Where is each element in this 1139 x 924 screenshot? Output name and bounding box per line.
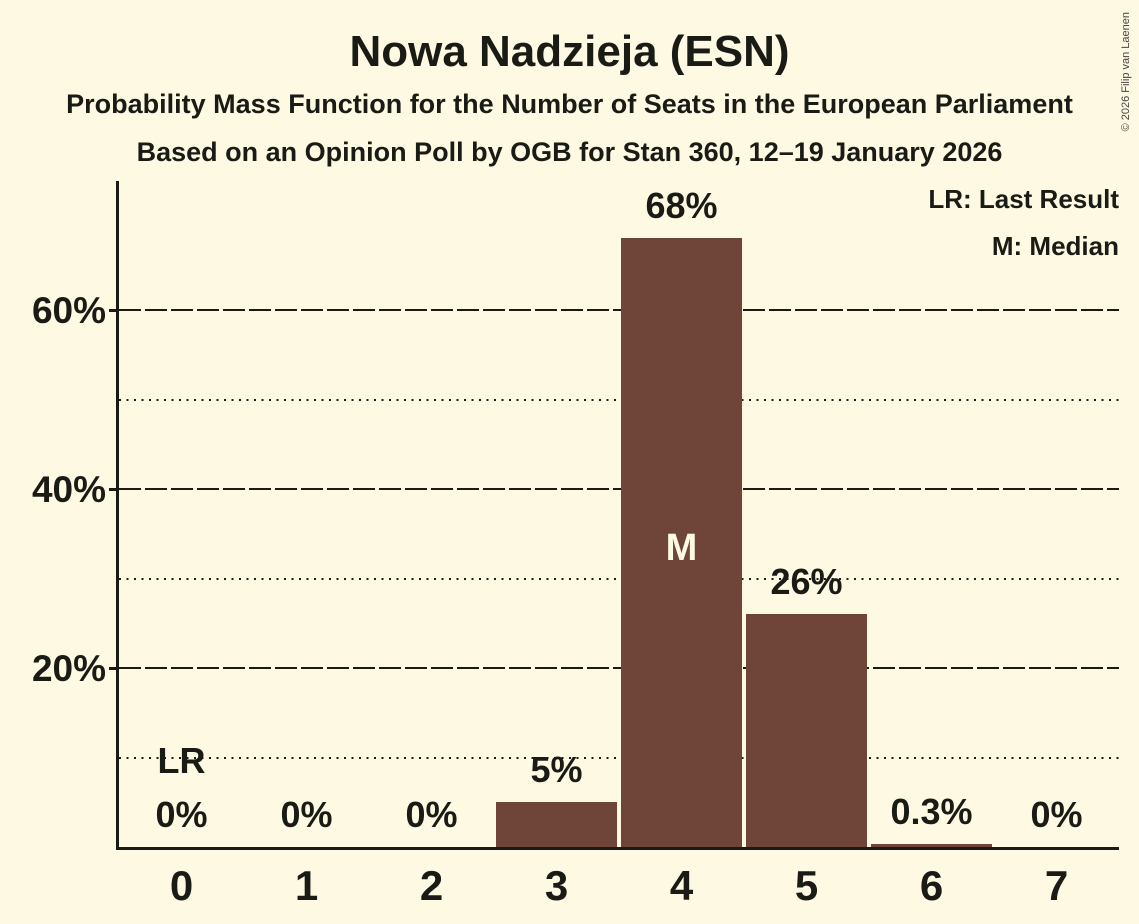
gridline-10pct xyxy=(119,756,1119,759)
y-axis-label-20pct: 20% xyxy=(31,648,106,689)
chart-subtitle-poll: Based on an Opinion Poll by OGB for Stan… xyxy=(136,137,1003,167)
x-axis-label-seat-4: 4 xyxy=(669,862,694,909)
x-axis-label-seat-5: 5 xyxy=(794,862,819,909)
value-label-seat-2: 0% xyxy=(405,794,458,835)
bar-seat-3 xyxy=(496,802,617,847)
x-axis-label-seat-6: 6 xyxy=(919,862,944,909)
value-label-seat-0: 0% xyxy=(155,794,208,835)
x-axis-label-seat-2: 2 xyxy=(419,862,444,909)
last-result-marker: LR xyxy=(157,740,206,781)
x-axis-label-seat-1: 1 xyxy=(294,862,319,909)
gridline-60pct xyxy=(119,309,1119,311)
value-label-seat-4: 68% xyxy=(645,185,718,226)
value-label-seat-5: 26% xyxy=(770,561,843,602)
bar-seat-5 xyxy=(746,614,867,847)
x-axis-label-seat-7: 7 xyxy=(1044,862,1069,909)
y-axis-tick-40pct xyxy=(109,487,119,491)
y-axis-tick-60pct xyxy=(109,308,119,312)
legend: LR: Last Result M: Median xyxy=(928,176,1119,270)
y-axis-label-60pct: 60% xyxy=(31,290,106,331)
value-label-seat-3: 5% xyxy=(530,749,583,790)
legend-last-result: LR: Last Result xyxy=(928,184,1119,214)
value-label-seat-6: 0.3% xyxy=(890,791,973,832)
gridline-40pct xyxy=(119,488,1119,490)
legend-median: M: Median xyxy=(991,231,1119,261)
y-axis-label-40pct: 40% xyxy=(31,469,106,510)
bar-seat-6 xyxy=(871,844,992,847)
x-axis-label-seat-0: 0 xyxy=(169,862,194,909)
bar-seat-4 xyxy=(621,238,742,847)
gridline-20pct xyxy=(119,667,1119,669)
median-marker: M xyxy=(665,527,698,569)
gridline-50pct xyxy=(119,398,1119,401)
chart-title: Nowa Nadzieja (ESN) xyxy=(349,27,790,76)
gridline-30pct xyxy=(119,577,1119,580)
chart-subtitle-function: Probability Mass Function for the Number… xyxy=(66,89,1073,119)
value-label-seat-7: 0% xyxy=(1030,794,1083,835)
value-label-seat-1: 0% xyxy=(280,794,333,835)
plot-area: 0% 0 0% 1 0% 2 5% 3 68% 4 26% 5 0.3% 6 0% 7 M LR xyxy=(109,181,1119,907)
x-axis-label-seat-3: 3 xyxy=(544,862,569,909)
y-axis-tick-20pct xyxy=(109,666,119,670)
